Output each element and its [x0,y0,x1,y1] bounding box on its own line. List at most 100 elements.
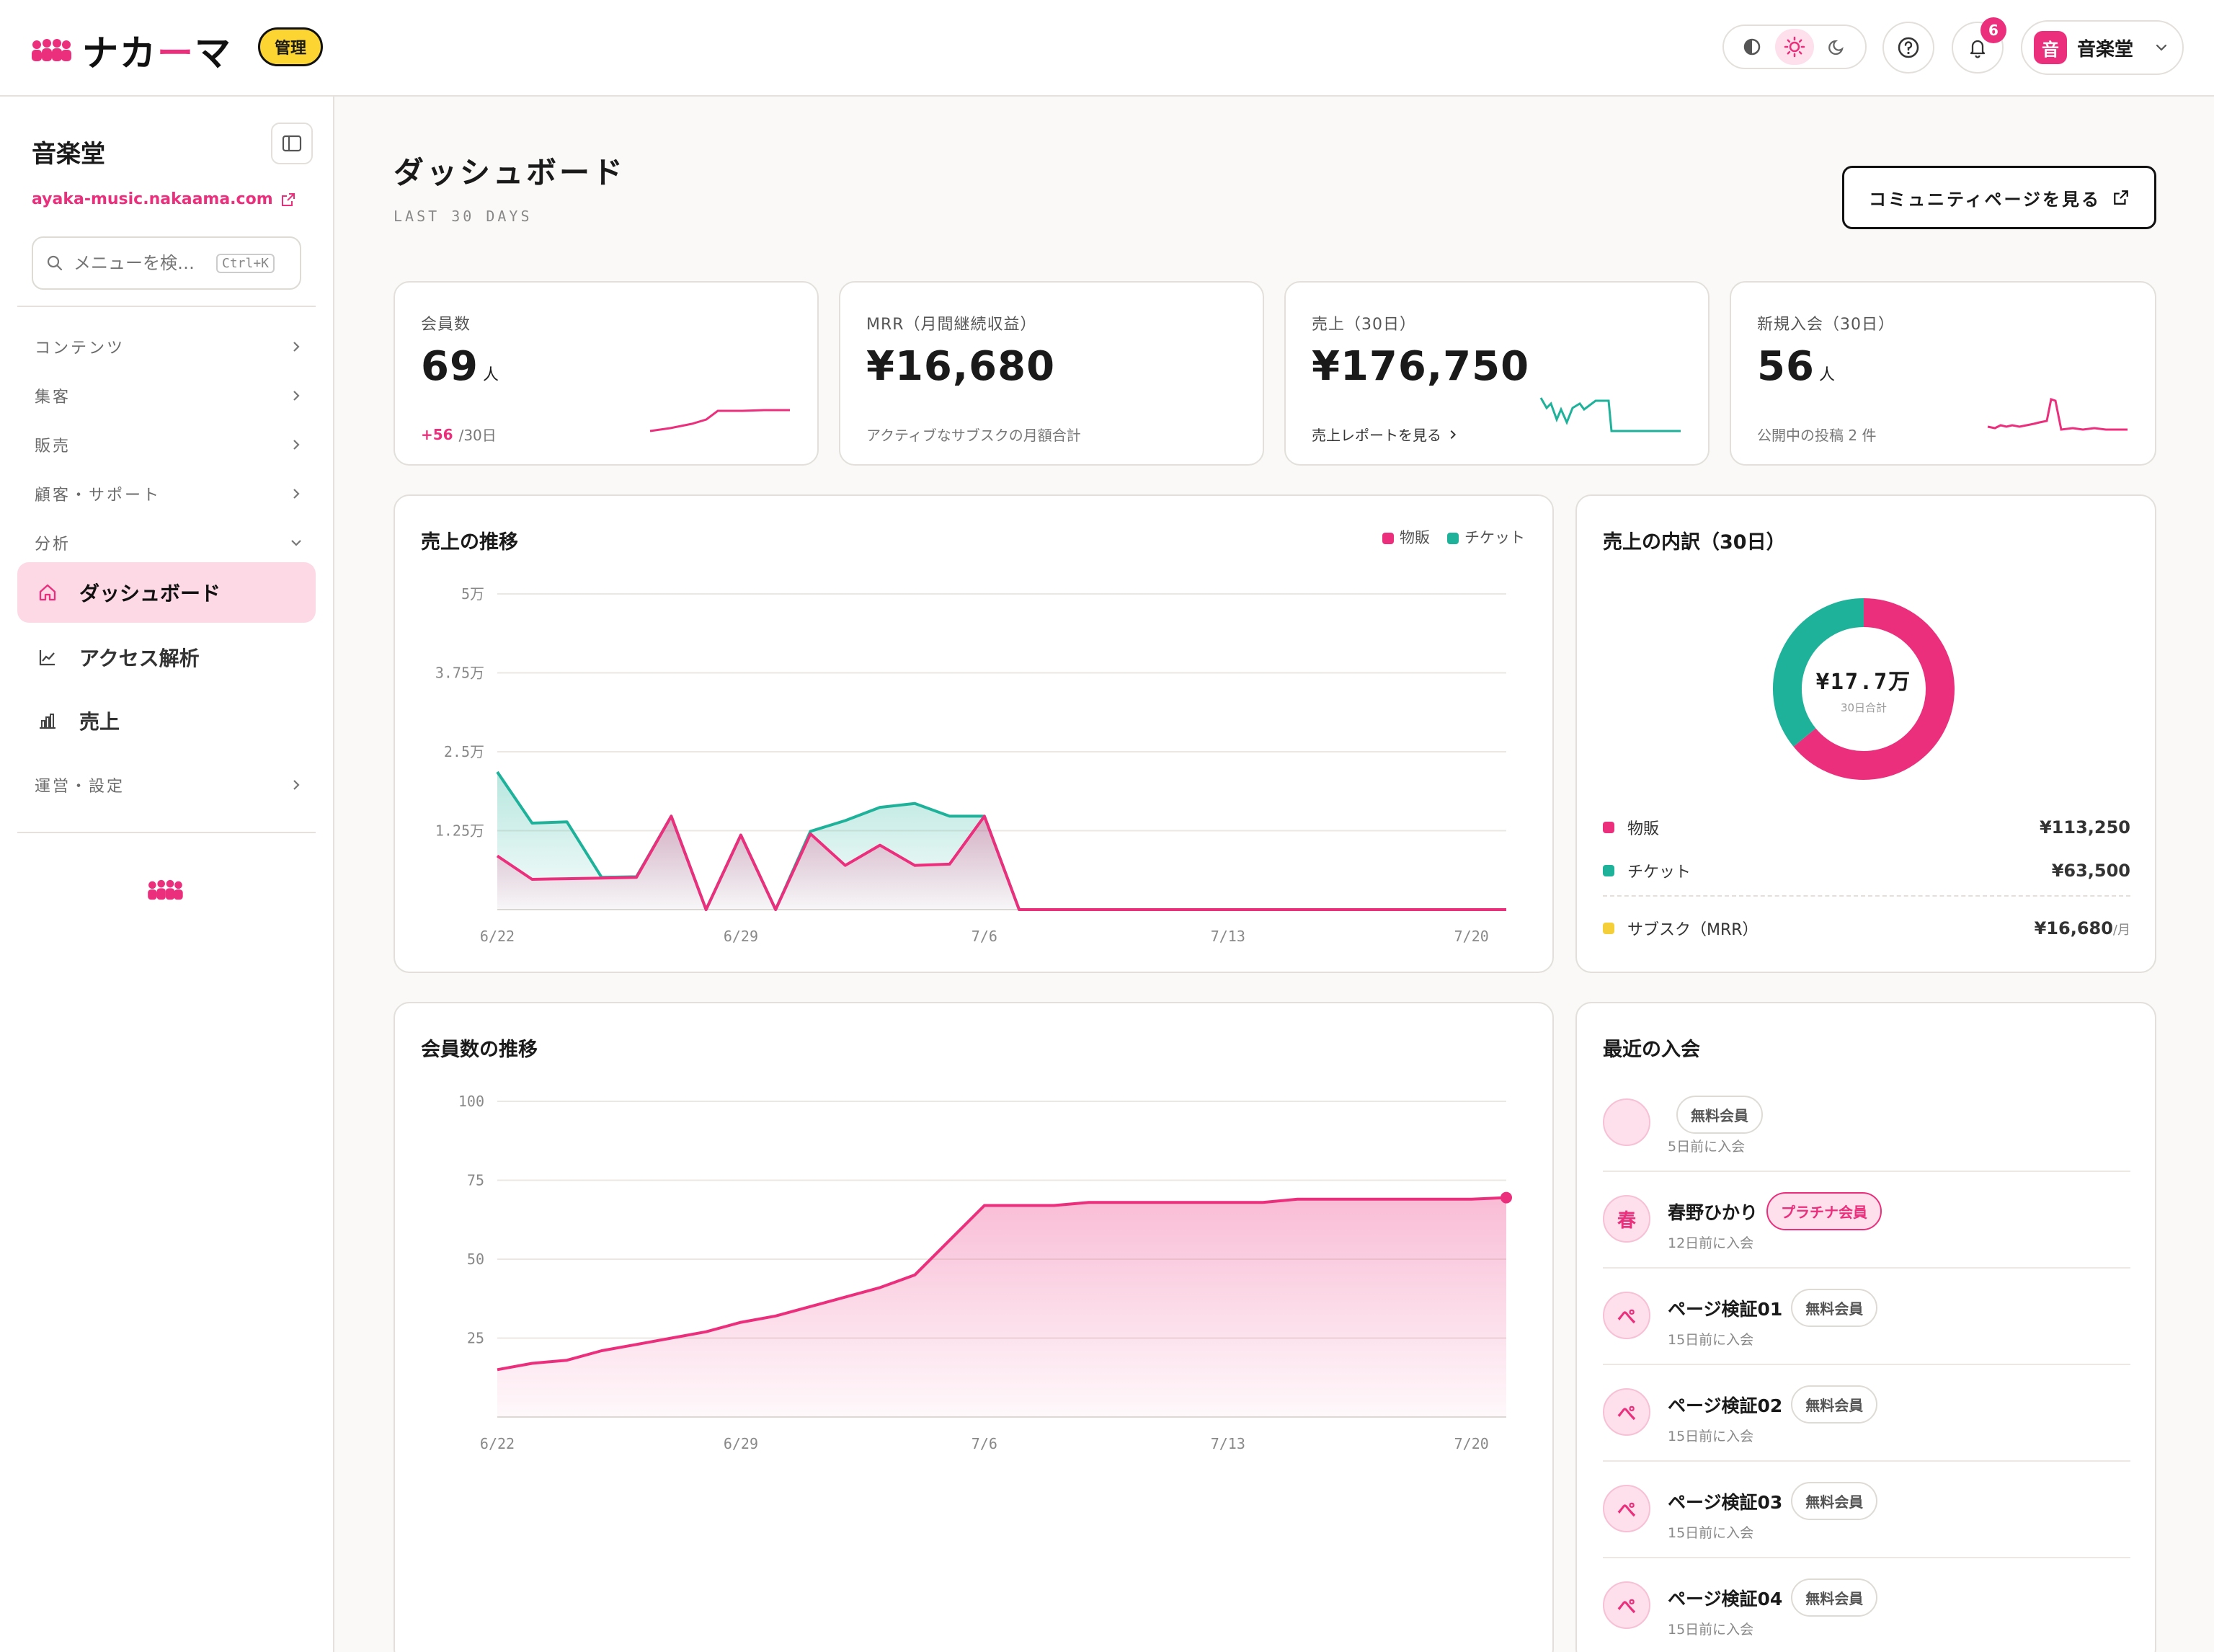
member-row[interactable]: ぺページ検証04 無料会員 15日前に入会 [1603,1558,2130,1652]
nav-group-customer-support[interactable]: 顧客・サポート [35,476,303,512]
sidebar-item-sales[interactable]: 売上 [17,690,316,751]
nav-group-label: 分析 [35,536,71,554]
page-title: ダッシュボード [394,155,626,190]
kpi-value: 69 人 [421,343,499,390]
member-row[interactable]: ぺページ検証01 無料会員 15日前に入会 [1603,1269,2130,1365]
members-trend-chart: 100 75 50 25 6/22 6/29 7/6 7/13 7/20 [458,1093,1512,1452]
kpi-card-members: 会員数 69 人 +56/30日 [394,281,819,466]
account-avatar: 音 [2034,31,2067,64]
sidebar-item-access-analytics[interactable]: アクセス解析 [17,627,316,688]
sidebar-footer-logo [146,879,184,904]
series-line [496,814,1506,911]
breakdown-divider [1603,895,2130,897]
kpi-label: MRR（月間継続収益） [866,316,1037,334]
sidebar-divider [17,832,316,833]
member-name: ページ検証01 [1668,1298,1783,1320]
breakdown-row-tickets: チケット ¥63,500 [1603,859,2130,882]
kpi-value: ¥176,750 [1312,343,1530,390]
nav-group-operations-settings[interactable]: 運営・設定 [35,767,303,803]
line-chart-icon [39,650,55,666]
search-shortcut-hint: Ctrl+K [216,253,275,273]
member-row[interactable]: 春春野ひかり プラチナ会員 12日前に入会 [1603,1172,2130,1269]
series-line [497,1196,1507,1372]
x-tick-label: 6/29 [724,1435,758,1452]
member-avatar: ぺ [1603,1292,1650,1339]
x-tick-label: 6/29 [724,928,758,945]
member-name-line: 無料会員 [1668,1096,1763,1134]
sidebar-item-dashboard[interactable]: ダッシュボード [17,562,316,623]
member-name: ページ検証02 [1668,1395,1783,1416]
member-avatar: 春 [1603,1195,1650,1243]
account-menu[interactable]: 音 音楽堂 [2021,20,2184,75]
sidebar: 音楽堂 ayaka-music.nakaama.com Ctrl+K コンテンツ… [0,97,334,1652]
card-title: 売上の推移 [421,531,518,554]
sidebar-item-label: アクセス解析 [79,647,200,670]
member-row[interactable]: 無料会員 5日前に入会 [1603,1075,2130,1172]
x-tick-label: 7/20 [1454,928,1489,945]
x-tick-label: 7/13 [1211,928,1245,945]
member-row[interactable]: ぺページ検証03 無料会員 15日前に入会 [1603,1462,2130,1558]
x-tick-label: 6/22 [480,928,515,945]
member-avatar: ぺ [1603,1388,1650,1436]
kpi-footnote: +56/30日 [421,425,497,445]
breakdown-row-subscription: サブスク（MRR） ¥16,680/月 [1603,917,2130,940]
kpi-card-new-members: 新規入会（30日） 56 人 公開中の投稿 2 件 [1730,281,2156,466]
member-row[interactable]: ぺページ検証02 無料会員 15日前に入会 [1603,1365,2130,1462]
sales-report-link[interactable]: 売上レポートを見る [1312,424,1459,445]
series-area [497,1197,1506,1417]
member-joined-time: 15日前に入会 [1668,1622,1754,1638]
member-avatar: ぺ [1603,1581,1650,1629]
site-url-link[interactable]: ayaka-music.nakaama.com [32,190,296,208]
member-joined-time: 5日前に入会 [1668,1139,1746,1155]
theme-system-button[interactable] [1733,29,1771,65]
x-tick-label: 7/13 [1211,1435,1245,1452]
breakdown-row-goods: 物販 ¥113,250 [1603,816,2130,839]
member-avatar: ぺ [1603,1485,1650,1532]
bell-icon [1970,40,1986,58]
nav-group-label: 顧客・サポート [35,487,161,505]
y-tick-label: 3.75万 [435,665,484,682]
external-link-icon [2114,190,2128,205]
x-tick-label: 7/6 [972,1435,997,1452]
notifications-button[interactable]: 6 [1952,17,2006,74]
nav-group-acquisition[interactable]: 集客 [35,378,303,414]
chevron-right-icon [293,489,300,499]
menu-search-input[interactable] [74,253,206,273]
kpi-label: 新規入会（30日） [1757,316,1895,334]
chevron-down-icon [291,540,301,546]
member-name: ページ検証03 [1668,1491,1783,1513]
kpi-value: ¥16,680 [866,343,1056,390]
nav-group-label: 集客 [35,388,71,407]
recent-members-card: 最近の入会 無料会員 5日前に入会春春野ひかり プラチナ会員 12日前に入会ぺページ検… [1575,1002,2156,1652]
admin-badge: 管理 [258,27,323,66]
card-title: 会員数の推移 [421,1039,538,1061]
view-community-page-button[interactable]: コミュニティページを見る [1842,166,2156,229]
account-name: 音楽堂 [2077,38,2134,61]
kpi-value: 56 人 [1757,343,1836,390]
member-name: 春野ひかり [1668,1202,1759,1223]
y-tick-label: 50 [467,1251,484,1268]
member-joined-time: 15日前に入会 [1668,1525,1754,1541]
nav-group-contents[interactable]: コンテンツ [35,329,303,365]
chevron-right-icon [293,780,300,790]
member-avatar [1603,1098,1650,1146]
theme-light-button[interactable] [1774,29,1814,65]
kpi-footnote: 公開中の投稿 2 件 [1757,427,1877,444]
chevron-right-icon [293,391,300,401]
page-subtitle: LAST 30 DAYS [394,208,533,225]
x-tick-label: 7/6 [972,928,997,945]
donut-svg [1773,598,1955,780]
theme-dark-button[interactable] [1818,29,1857,65]
sales-sparkline [1539,397,1681,432]
sidebar-collapse-button[interactable] [271,123,313,164]
brand-logo[interactable]: ナカーマ [30,25,232,76]
nav-group-analytics[interactable]: 分析 [35,525,303,561]
help-button[interactable] [1882,22,1934,74]
chevron-right-icon [293,440,300,450]
nav-group-sales[interactable]: 販売 [35,427,303,463]
nav-group-label: 運営・設定 [35,778,125,796]
x-tick-label: 7/20 [1454,1435,1489,1452]
chevron-down-icon [2156,44,2167,51]
menu-search[interactable]: Ctrl+K [32,236,301,290]
kpi-card-sales: 売上（30日） ¥176,750 売上レポートを見る [1284,281,1710,466]
